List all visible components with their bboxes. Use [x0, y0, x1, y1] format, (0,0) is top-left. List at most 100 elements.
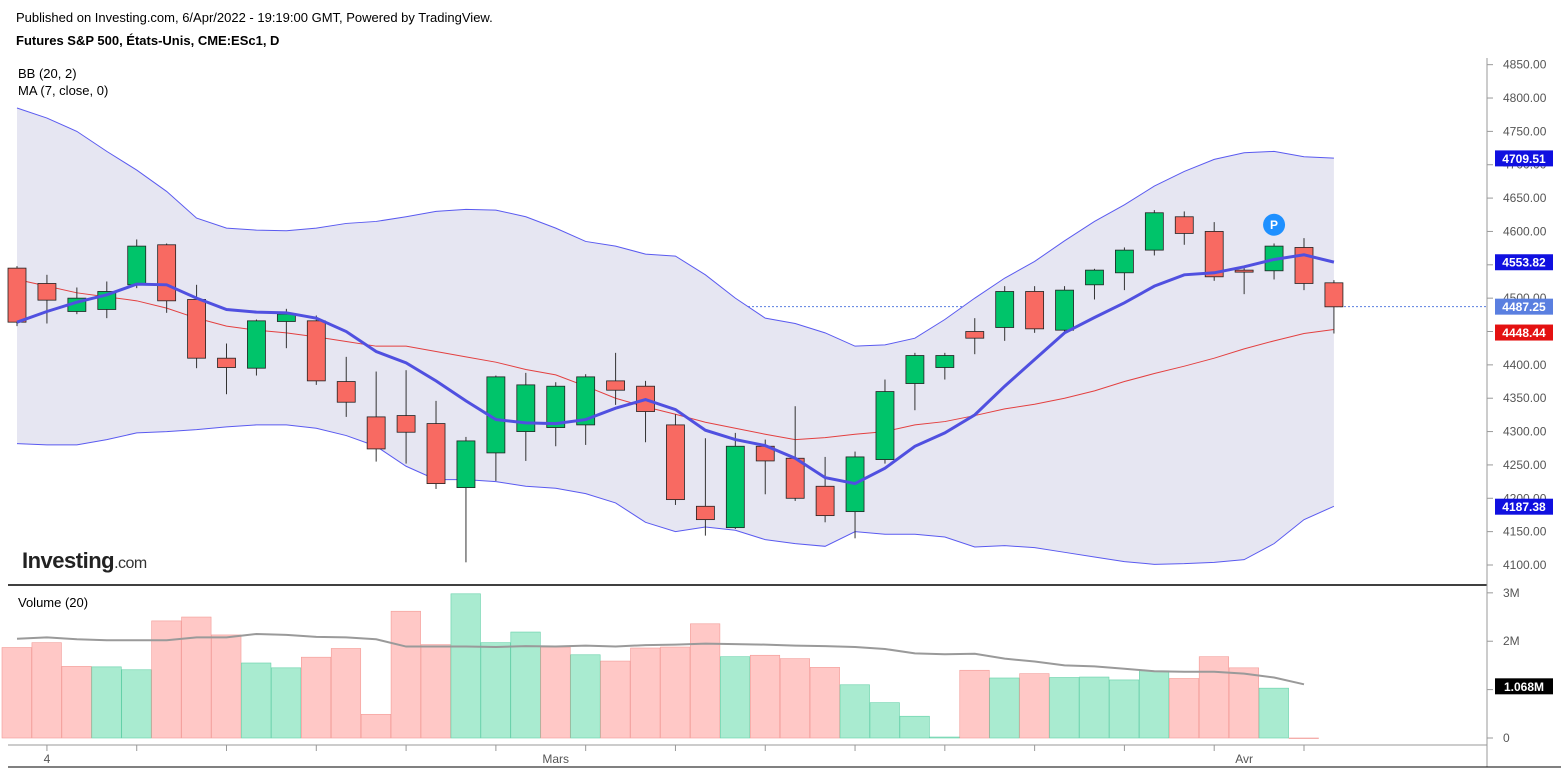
price-tick-label: 4600.00: [1503, 224, 1547, 238]
volume-bar: [839, 684, 870, 739]
candle-body: [875, 391, 895, 460]
candle-body: [127, 245, 147, 286]
price-tag-lower-label: 4187.38: [1502, 500, 1546, 514]
instrument-title: Futures S&P 500, États-Unis, CME:ESc1, D: [16, 33, 280, 48]
volume-bar: [929, 736, 960, 739]
candle-body: [396, 415, 416, 433]
bb-band-fill: [17, 108, 1334, 565]
marker-circle[interactable]: [1263, 213, 1286, 236]
publish-info: Published on Investing.com, 6/Apr/2022 -…: [16, 10, 493, 25]
price-tag-ma: [1495, 254, 1553, 271]
candle-body: [336, 381, 356, 403]
svg-text:Investing.com: Investing.com: [22, 548, 147, 573]
candle-body: [995, 291, 1015, 328]
candle[interactable]: [995, 286, 1015, 341]
candle[interactable]: [695, 438, 715, 536]
candle[interactable]: [7, 266, 27, 327]
volume-bar: [91, 666, 122, 739]
candle[interactable]: [366, 371, 386, 462]
price-tick-label: 4650.00: [1503, 191, 1547, 205]
candle[interactable]: [1234, 267, 1254, 295]
volume-bar: [1049, 677, 1080, 739]
time-tick-label: Avr: [1235, 752, 1253, 766]
volume-bar: [61, 666, 92, 739]
volume-bar: [1198, 656, 1229, 739]
candle-body: [456, 440, 476, 489]
volume-tag-label: 1.068M: [1504, 680, 1544, 694]
candle[interactable]: [815, 456, 835, 523]
volume-bar: [181, 616, 212, 739]
volume-bar: [510, 631, 541, 739]
candle[interactable]: [546, 382, 566, 447]
volume-bar: [300, 656, 332, 739]
candle[interactable]: [606, 352, 625, 405]
time-tick-label: 4: [44, 752, 51, 766]
candle[interactable]: [965, 318, 985, 355]
volume-bar: [899, 715, 930, 739]
candle[interactable]: [516, 372, 536, 461]
volume-indicator-label: Volume (20): [18, 595, 88, 610]
candle[interactable]: [875, 379, 895, 464]
candle[interactable]: [1144, 210, 1164, 256]
price-tick-label: 4850.00: [1503, 58, 1547, 72]
candle-body: [1055, 289, 1074, 331]
candle[interactable]: [725, 432, 745, 529]
volume-bar: [989, 677, 1020, 739]
volume-bar: [600, 660, 631, 739]
bb-indicator-label: BB (20, 2): [18, 66, 77, 81]
volume-bar: [271, 667, 302, 739]
volume-bar: [450, 593, 481, 739]
candle-body: [606, 380, 625, 391]
price-tick-label: 4300.00: [1503, 425, 1547, 439]
price-tick-label: 4750.00: [1503, 124, 1547, 138]
candle-body: [725, 445, 745, 529]
candle[interactable]: [426, 400, 446, 489]
candle[interactable]: [1025, 286, 1045, 333]
candle[interactable]: [576, 374, 596, 445]
volume-bar: [779, 658, 810, 739]
candle-body: [666, 424, 685, 501]
volume-bar: [390, 610, 421, 739]
volume-bar: [1, 647, 32, 739]
candle[interactable]: [935, 352, 955, 380]
candle[interactable]: [456, 436, 476, 563]
volume-bar: [330, 648, 362, 739]
candle-body: [37, 283, 57, 301]
candle[interactable]: [1324, 280, 1344, 334]
candle[interactable]: [1204, 222, 1224, 281]
candle[interactable]: [217, 343, 236, 395]
volume-bar: [1258, 687, 1289, 739]
price-tag-basis: [1495, 324, 1553, 341]
candle[interactable]: [127, 239, 147, 289]
candle[interactable]: [1174, 211, 1194, 245]
candle-body: [1115, 249, 1134, 274]
volume-ma-line: [16, 632, 1305, 686]
price-tag-ma-label: 4553.82: [1502, 256, 1546, 270]
volume-bar: [869, 702, 900, 739]
candle[interactable]: [306, 315, 326, 385]
candle-body: [306, 320, 326, 382]
candle[interactable]: [1085, 268, 1104, 300]
candle-body: [366, 416, 386, 450]
candle[interactable]: [1055, 286, 1074, 335]
volume-bar: [420, 644, 451, 739]
candle[interactable]: [905, 352, 925, 411]
candle[interactable]: [247, 319, 266, 376]
candle-body: [426, 423, 446, 485]
logo-suffix: .com: [114, 555, 147, 572]
candle-body: [965, 331, 985, 339]
candle[interactable]: [785, 406, 805, 501]
ma7-line: [16, 253, 1335, 486]
candle[interactable]: [396, 370, 416, 464]
candle-body: [1204, 231, 1224, 278]
volume-bar: [1139, 670, 1170, 739]
volume-bar: [1288, 737, 1319, 739]
volume-bar: [211, 634, 242, 739]
candle-body: [1294, 247, 1314, 284]
candle[interactable]: [666, 414, 685, 505]
candle[interactable]: [336, 356, 356, 417]
candle[interactable]: [37, 274, 57, 324]
candle[interactable]: [1115, 247, 1134, 291]
candle-body: [695, 505, 715, 521]
